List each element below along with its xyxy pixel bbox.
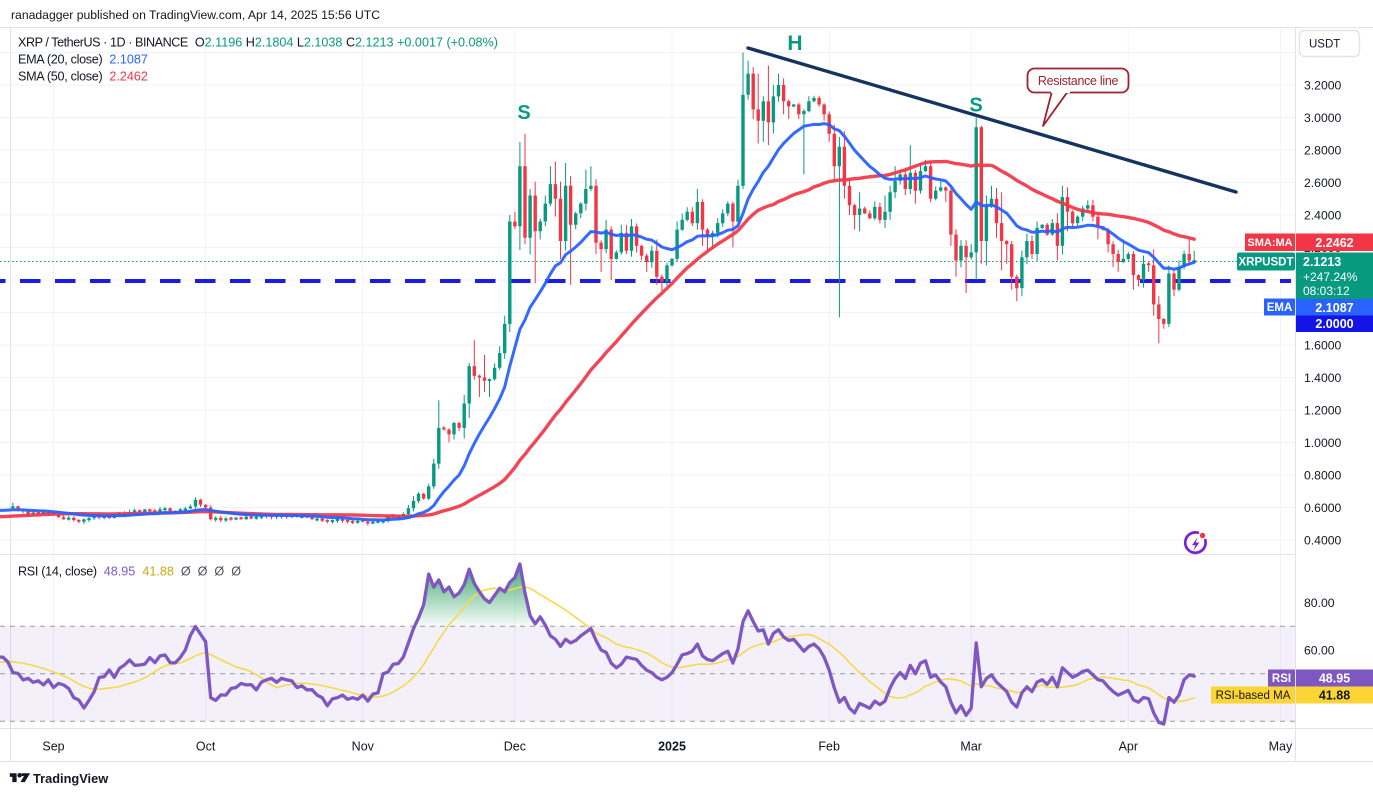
svg-text:Resistance line: Resistance line	[1038, 74, 1119, 88]
svg-text:Sep: Sep	[42, 740, 64, 754]
svg-text:08:03:12: 08:03:12	[1303, 284, 1350, 298]
svg-text:41.88: 41.88	[1319, 689, 1350, 703]
svg-text:RSI: RSI	[1272, 673, 1291, 685]
svg-text:2.2462: 2.2462	[1315, 236, 1353, 250]
svg-text:Feb: Feb	[818, 740, 840, 754]
svg-text:1.2000: 1.2000	[1304, 403, 1341, 417]
svg-text:XRPUSDT: XRPUSDT	[1239, 257, 1294, 269]
svg-text:2.6000: 2.6000	[1304, 176, 1341, 190]
svg-text:0.4000: 0.4000	[1304, 533, 1341, 547]
svg-text:Oct: Oct	[196, 740, 216, 754]
svg-text:60.00: 60.00	[1304, 644, 1335, 658]
svg-text:EMA (20, close) 2.1087: EMA (20, close) 2.1087	[18, 53, 148, 67]
svg-text:USDT: USDT	[1309, 39, 1340, 51]
svg-text:Apr: Apr	[1119, 740, 1138, 754]
svg-text:0.6000: 0.6000	[1304, 501, 1341, 515]
svg-text:TradingView: TradingView	[33, 771, 108, 786]
svg-text:2.1087: 2.1087	[1315, 301, 1353, 315]
svg-text:0.8000: 0.8000	[1304, 468, 1341, 482]
svg-text:1.0000: 1.0000	[1304, 436, 1341, 450]
svg-text:1.4000: 1.4000	[1304, 371, 1341, 385]
svg-text:1.6000: 1.6000	[1304, 338, 1341, 352]
svg-text:3.2000: 3.2000	[1304, 78, 1341, 92]
svg-text:Mar: Mar	[960, 740, 982, 754]
svg-text:XRP / TetherUS · 1D · BINANCE: XRP / TetherUS · 1D · BINANCE O2.1196 H2…	[18, 36, 498, 50]
svg-text:H: H	[787, 32, 802, 55]
svg-text:3.0000: 3.0000	[1304, 111, 1341, 125]
svg-text:SMA (50, close) 2.2462: SMA (50, close) 2.2462	[18, 70, 148, 84]
svg-text:EMA: EMA	[1267, 302, 1293, 314]
svg-text:2.8000: 2.8000	[1304, 143, 1341, 157]
svg-text:RSI (14, close) 48.95 41.88: RSI (14, close) 48.95 41.88 Ø Ø Ø Ø	[18, 565, 241, 579]
svg-text:RSI-based MA: RSI-based MA	[1216, 690, 1291, 702]
svg-text:Dec: Dec	[504, 740, 526, 754]
svg-text:2.1213: 2.1213	[1303, 255, 1341, 269]
svg-text:May: May	[1269, 740, 1293, 754]
svg-text:Nov: Nov	[352, 740, 375, 754]
svg-text:2025: 2025	[658, 740, 686, 754]
svg-text:S: S	[969, 95, 982, 117]
svg-text:S: S	[517, 102, 530, 124]
svg-text:80.00: 80.00	[1304, 596, 1335, 610]
svg-text:48.95: 48.95	[1319, 672, 1350, 686]
svg-text:SMA:MA: SMA:MA	[1247, 237, 1292, 249]
svg-text:2.4000: 2.4000	[1304, 208, 1341, 222]
svg-text:+247.24%: +247.24%	[1303, 270, 1358, 284]
svg-text:ranadagger published on Tradin: ranadagger published on TradingView.com,…	[11, 8, 380, 22]
svg-text:2.0000: 2.0000	[1315, 317, 1353, 331]
